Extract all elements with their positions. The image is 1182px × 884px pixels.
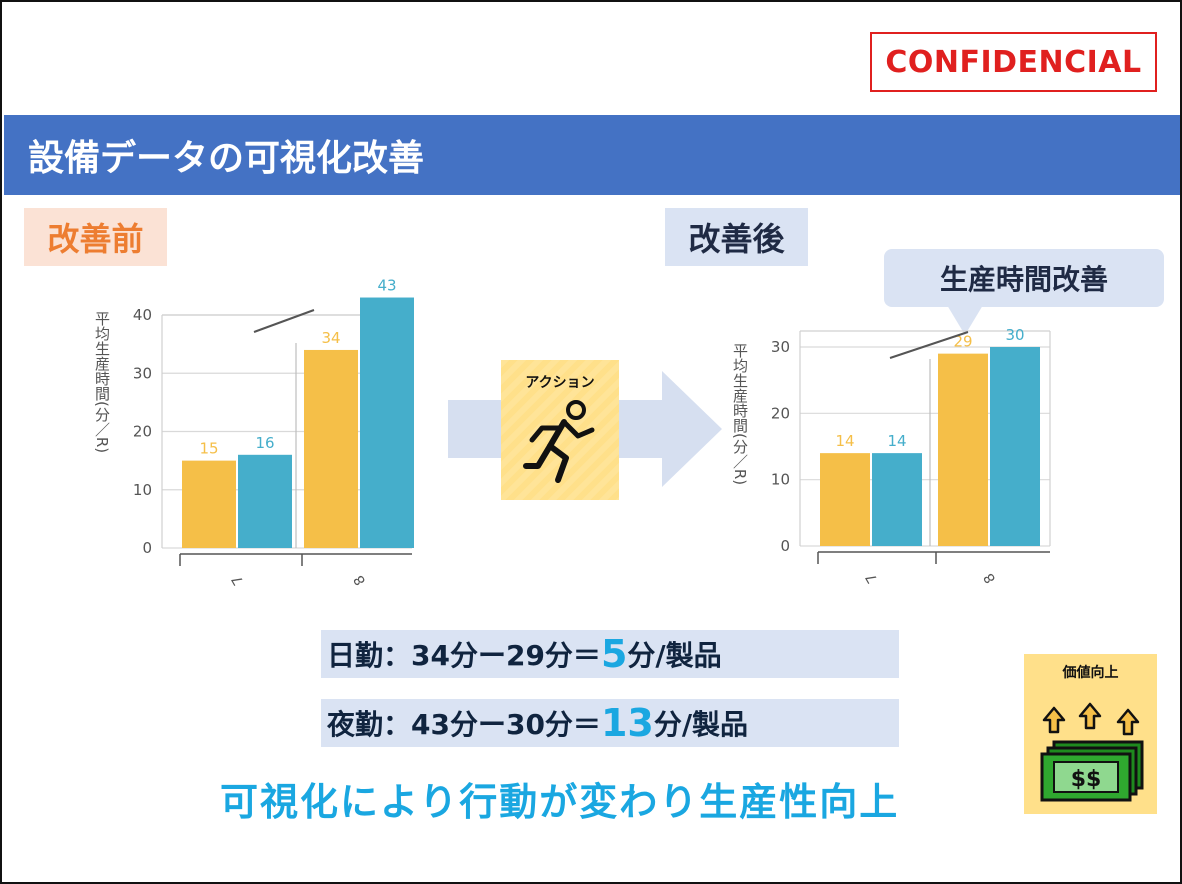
- before-chart: 0 10 20 30 40 15 16 7 34 43 8 平均生産時間(分／R): [93, 277, 414, 588]
- x-tick-label: 7: [863, 570, 881, 586]
- running-person-icon: [523, 400, 595, 483]
- improvement-callout: 生産時間改善: [884, 249, 1164, 307]
- data-label: 29: [953, 333, 972, 351]
- y-tick-label: 0: [142, 539, 152, 557]
- value-up-box: 価値向上 $$: [1024, 654, 1157, 814]
- callout-tail: [947, 305, 983, 335]
- arrow-up-icon: [1042, 702, 1140, 736]
- bar: [872, 453, 922, 546]
- title-bar: 設備データの可視化改善: [4, 115, 1180, 195]
- x-tick-label: 8: [981, 570, 999, 586]
- process-arrow-head: [662, 371, 722, 487]
- x-tick-label: 7: [229, 572, 247, 588]
- y-axis-label: 平均生産時間(分／R): [93, 311, 111, 453]
- night-shift-calc: 夜勤：43分ー30分＝ 13 分/製品: [321, 699, 899, 747]
- data-label: 34: [321, 329, 340, 347]
- action-label: アクション: [525, 375, 595, 391]
- action-box: アクション: [501, 360, 619, 500]
- after-chart: 0 10 20 30 14 14 7 29 30 8 平均生産時間(分／R): [731, 326, 1051, 586]
- bar: [820, 453, 870, 546]
- money-label: $$: [1071, 767, 1102, 792]
- page-title: 設備データの可視化改善: [28, 138, 425, 179]
- data-label: 15: [199, 440, 218, 458]
- y-tick-label: 30: [771, 338, 790, 356]
- bar: [182, 460, 236, 548]
- night-calc-prefix: 夜勤：43分ー30分＝: [327, 708, 601, 741]
- data-label: 14: [835, 432, 854, 450]
- y-tick-label: 0: [780, 537, 790, 555]
- day-calc-suffix: 分/製品: [627, 639, 722, 672]
- y-tick-label: 10: [133, 481, 152, 499]
- confidential-stamp: CONFIDENCIAL: [870, 32, 1157, 92]
- data-label: 30: [1005, 326, 1024, 344]
- before-label: 改善前: [24, 208, 167, 266]
- y-tick-label: 10: [771, 471, 790, 489]
- bar: [238, 454, 292, 548]
- y-tick-label: 40: [133, 306, 152, 324]
- after-label: 改善後: [665, 208, 808, 266]
- trend-line: [253, 309, 315, 333]
- data-label: 14: [887, 432, 906, 450]
- y-tick-label: 20: [771, 404, 790, 422]
- day-calc-prefix: 日勤：34分ー29分＝: [327, 639, 601, 672]
- night-calc-suffix: 分/製品: [653, 708, 749, 741]
- bar: [938, 353, 988, 546]
- bar: [304, 349, 358, 548]
- y-tick-label: 20: [133, 423, 152, 441]
- bar: [360, 297, 414, 548]
- day-calc-value: 5: [600, 632, 628, 676]
- data-label: 16: [255, 434, 274, 452]
- y-tick-label: 30: [133, 364, 152, 382]
- trend-line: [889, 331, 969, 359]
- money-stack-icon: $$: [1040, 740, 1144, 802]
- y-axis-label: 平均生産時間(分／R): [731, 343, 749, 485]
- day-shift-calc: 日勤：34分ー29分＝ 5 分/製品: [321, 630, 899, 678]
- conclusion-text: 可視化により行動が変わり生産性向上: [220, 779, 900, 824]
- bar: [990, 347, 1040, 546]
- value-up-label: 価値向上: [1062, 665, 1119, 681]
- x-tick-label: 8: [351, 572, 369, 588]
- night-calc-value: 13: [600, 701, 654, 745]
- data-label: 43: [377, 277, 396, 295]
